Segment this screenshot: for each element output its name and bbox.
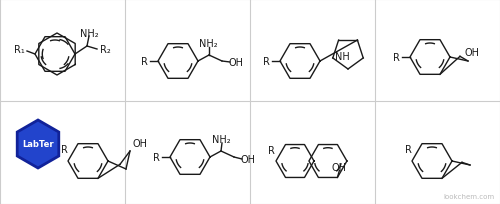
Text: R: R <box>262 57 270 67</box>
Text: R: R <box>140 57 147 67</box>
Text: NH₂: NH₂ <box>80 29 98 39</box>
Text: NH: NH <box>336 52 350 62</box>
Text: LabTer: LabTer <box>22 140 54 149</box>
Text: R₁: R₁ <box>14 45 24 55</box>
Text: R: R <box>268 145 275 155</box>
Text: OH: OH <box>228 58 244 68</box>
Text: OH: OH <box>240 154 256 164</box>
Text: NH₂: NH₂ <box>198 39 218 49</box>
Text: R: R <box>152 152 160 162</box>
Polygon shape <box>17 120 59 168</box>
Text: OH: OH <box>464 48 479 58</box>
Text: R₂: R₂ <box>100 45 110 55</box>
Text: OH: OH <box>332 163 347 173</box>
Text: NH₂: NH₂ <box>212 134 231 144</box>
Text: R: R <box>392 53 400 63</box>
Text: lookchem.com: lookchem.com <box>444 193 495 199</box>
Text: R: R <box>404 144 411 154</box>
Text: OH: OH <box>132 138 148 148</box>
Text: R: R <box>60 144 68 154</box>
